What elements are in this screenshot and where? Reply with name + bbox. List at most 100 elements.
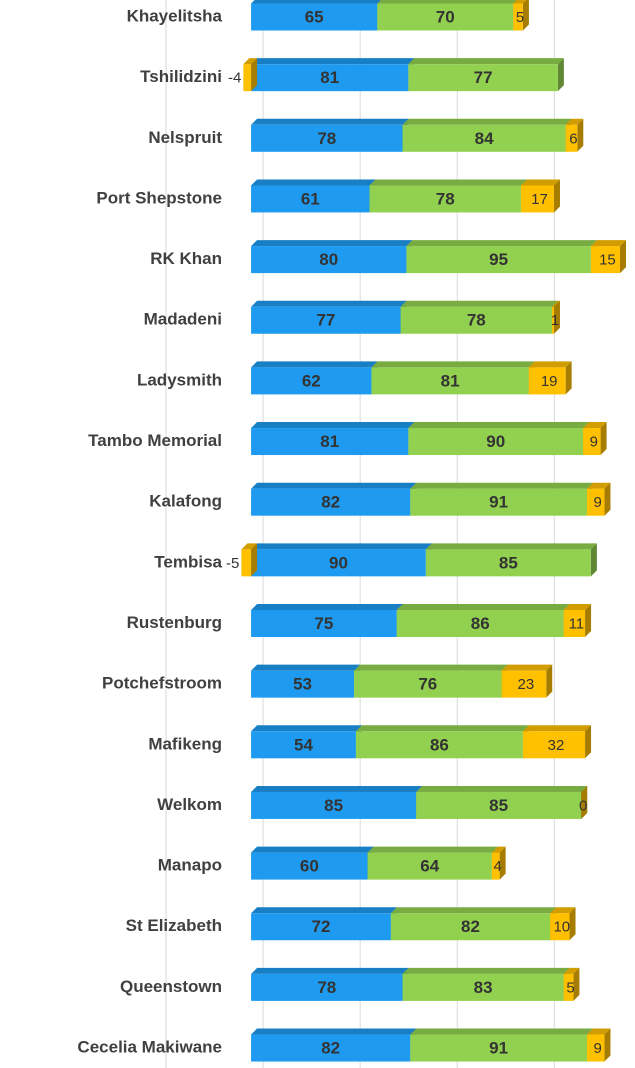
bar-side [553,300,560,334]
bar-top [501,664,553,671]
value-label: 86 [471,614,490,633]
value-label: 60 [300,857,319,876]
bar [251,913,391,941]
bar [396,610,564,637]
value-label: 85 [324,796,343,815]
bar-top [251,240,413,247]
bar-side [499,846,506,880]
bar [590,246,620,274]
value-label: 70 [436,7,455,26]
bar [251,549,426,577]
value-label: 0 [579,797,587,814]
value-label: 82 [321,1039,340,1058]
bar-top [251,604,403,610]
bar-top [552,300,560,307]
value-label: 91 [489,493,508,512]
bar-side [546,664,553,698]
bar [402,124,566,152]
bar [251,610,397,637]
value-label: 15 [599,252,616,269]
bar [563,973,574,1001]
value-label: 65 [305,7,324,26]
bar-top [416,785,588,792]
bar-side [573,967,580,1001]
bar-top [251,907,397,914]
bar-side [569,907,576,941]
value-label: 82 [461,917,480,936]
bar-top [408,422,590,429]
value-label: 9 [590,434,598,451]
category-label: Manapo [158,856,222,875]
bar [390,913,551,941]
value-label: 85 [489,796,508,815]
bar-top [520,179,560,186]
bar-top [522,725,592,732]
bar-top [367,846,498,853]
bar-top [406,240,597,247]
bar-top [251,482,417,489]
bar-top [408,58,564,65]
bar-top [251,967,409,974]
bar-top [583,422,607,429]
value-label: 11 [569,615,585,632]
bar-top [251,300,407,307]
bar [355,731,523,759]
bar-side [251,543,258,577]
value-label: 61 [301,189,320,208]
bar [251,852,368,880]
bar [251,64,409,92]
value-label: 23 [518,676,535,693]
value-label: 53 [293,675,312,694]
bar [251,3,378,31]
category-label: Madadeni [144,310,222,329]
value-label: 95 [489,250,508,269]
bar-side [553,179,560,213]
value-label: 90 [486,432,505,451]
bar-top [355,725,529,732]
bar-top [410,1028,593,1035]
bar-top [251,0,381,4]
bar [251,488,411,516]
bar-top [563,967,580,974]
value-label: 9 [594,494,602,511]
value-label: 78 [436,189,455,208]
value-label: 62 [302,371,321,390]
bar-top [377,0,517,4]
bar-top [251,118,409,125]
bar-top [251,846,374,853]
bar-side [620,240,626,274]
bar [406,246,591,274]
category-label: Kalafong [149,492,222,511]
bar [400,306,553,334]
bar [410,1034,587,1062]
bar-top [586,1028,611,1035]
bar [367,852,492,880]
bar-side [581,785,588,819]
value-label: 83 [474,978,493,997]
value-label: 91 [489,1039,508,1058]
bar [565,124,578,152]
value-label: 78 [317,129,336,148]
bar-side [585,725,592,759]
value-label: 78 [467,311,486,330]
value-label: 64 [420,857,439,876]
bar [251,124,403,152]
value-label: 54 [294,735,313,754]
bar-top [590,240,626,247]
category-label: Queenstown [120,977,222,996]
value-label: -5 [226,555,239,572]
value-label: 4 [494,858,502,875]
category-label: Port Shepstone [96,188,222,207]
bar [251,428,409,456]
bar-top [550,907,576,914]
bar-top [410,482,593,489]
category-label: RK Khan [150,249,222,268]
category-label: Tembisa [154,552,222,571]
bar-top [491,846,506,853]
bar [251,670,354,698]
bar-side [557,58,564,92]
bar [369,185,521,213]
bar-top [402,967,570,974]
value-label: 77 [316,311,335,330]
